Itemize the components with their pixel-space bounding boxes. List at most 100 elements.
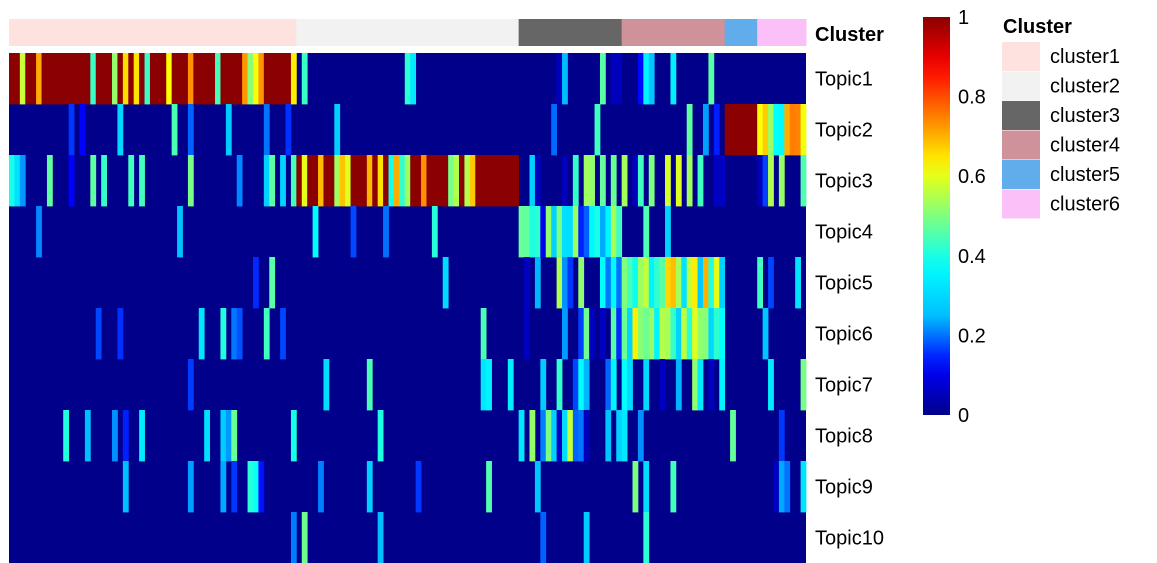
heatmap-cell [193,53,200,105]
heatmap-cell [52,53,59,105]
heatmap-cell [507,359,514,411]
heatmap-cell [258,461,265,513]
heatmap-cell [567,257,574,309]
heatmap-cell [637,308,644,360]
heatmap-cell [285,104,292,156]
heatmap-cell [247,461,254,513]
heatmap-cell [415,461,422,513]
heatmap-cell [187,53,194,105]
heatmap-cell [231,308,238,360]
heatmap-cell [383,155,389,207]
heatmap-cell [502,155,509,207]
heatmap-cell [675,359,682,411]
heatmap-cell [556,53,563,105]
heatmap-cell [280,155,286,207]
heatmap-cell [399,155,406,207]
heatmap-cell [768,104,774,156]
heatmap-cell [665,155,671,207]
heatmap-cell [578,308,585,360]
heatmap-cell [220,410,227,462]
heatmap-cell [768,257,774,309]
heatmap-cell [583,308,590,360]
annotation-segment-cluster6 [757,19,807,46]
row-label-topic4: Topic4 [815,222,873,244]
heatmap-cell [670,461,677,513]
colorbar-tick-label: 0.6 [958,166,986,188]
heatmap-cell [578,206,585,258]
heatmap-cell [616,206,623,258]
heatmap-cell [312,155,319,207]
heatmap-cell [263,155,270,207]
heatmap-cell [171,104,178,156]
heatmap-cell [242,53,248,105]
heatmap-cell [366,461,373,513]
heatmap-cell [556,206,563,258]
heatmap-cell [149,53,156,105]
heatmap-cell [751,104,758,156]
heatmap-cell [301,512,308,563]
heatmap-cell [290,155,297,207]
heatmap-cell [220,53,227,105]
heatmap-cell [670,53,677,105]
heatmap-cell [524,308,530,360]
heatmap-cell [133,53,140,105]
heatmap-cell [117,104,124,156]
heatmap-cell [648,257,655,309]
annotation-title: Cluster [815,24,884,46]
colorbar-tick-label: 0.4 [958,246,986,268]
heatmap-cell [719,257,726,309]
heatmap-cell [155,53,162,105]
heatmap-cell [621,410,628,462]
heatmap-cell [762,104,769,156]
heatmap-cell [643,461,650,513]
heatmap-cell [57,53,64,105]
heatmap-cell [187,461,194,513]
heatmap-cell [198,53,205,105]
heatmap-cell [713,155,720,207]
heatmap-cell [410,155,417,207]
heatmap-cell [9,53,15,105]
heatmap-cell [63,410,70,462]
heatmap-cell [665,257,671,309]
heatmap-cell [762,155,769,207]
heatmap-cell [589,308,595,360]
heatmap-cell [567,410,574,462]
heatmap-cell [540,512,547,563]
heatmap-cell [616,410,623,462]
heatmap-cell [404,53,411,105]
legend-label-cluster4: cluster4 [1050,135,1120,157]
heatmap-cell [670,257,677,309]
heatmap-cell [545,206,552,258]
heatmap-cell [702,308,709,360]
heatmap-cell [274,53,281,105]
annotation-segment-cluster4 [621,19,726,46]
heatmap-cell [139,410,145,462]
heatmap-cell [599,155,606,207]
heatmap-cell [345,155,351,207]
heatmap-cell [410,53,417,105]
heatmap-cell [117,53,124,105]
legend-label-cluster6: cluster6 [1050,194,1120,216]
legend-swatch-cluster3 [1002,101,1040,130]
heatmap-cell [117,308,124,360]
heatmap-cell [621,308,628,360]
heatmap-cell [231,53,238,105]
heatmap-cell [578,359,585,411]
heatmap-cell [708,257,715,309]
heatmap-cell [112,410,118,462]
heatmap-cell [296,155,303,207]
row-label-topic10: Topic10 [815,528,884,550]
heatmap-cell [675,257,682,309]
heatmap-cell [702,104,709,156]
heatmap-cell [426,155,433,207]
heatmap-cell [562,257,568,309]
heatmap-cell [128,53,135,105]
heatmap-cell [599,206,606,258]
heatmap-cell [627,257,633,309]
heatmap-cell [697,155,704,207]
heatmap-cell [740,104,747,156]
heatmap-cell [545,410,552,462]
colorbar-tick-label: 0.2 [958,325,986,347]
heatmap-cell [480,155,487,207]
heatmap-cell [795,104,801,156]
